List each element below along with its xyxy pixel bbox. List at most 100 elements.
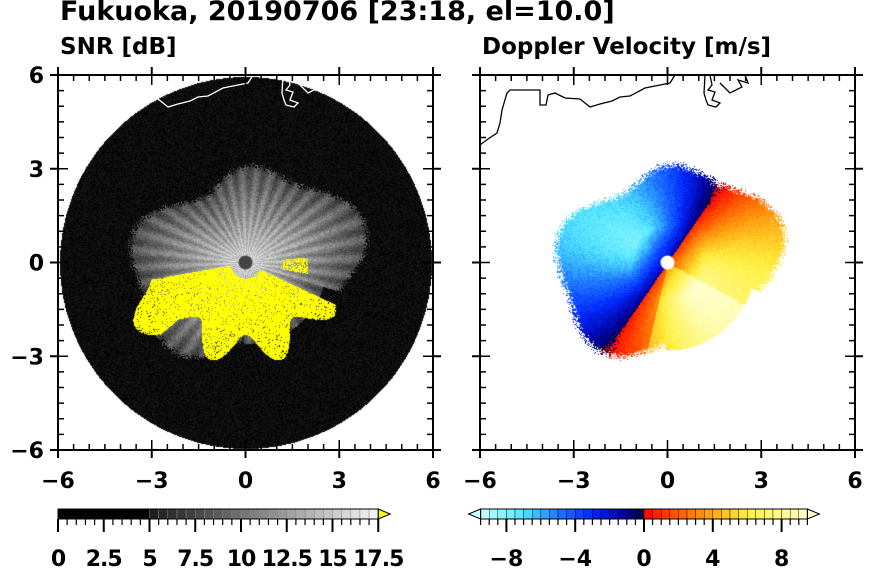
- snr-colorbar-cell: [313, 508, 324, 520]
- y-tick-label: 0: [29, 252, 44, 277]
- snr-colorbar-cell: [57, 508, 68, 520]
- y-tick-label: −6: [10, 439, 44, 464]
- velocity-colorbar-cell: [764, 508, 774, 520]
- snr-colorbar-cell: [268, 508, 278, 520]
- snr-colorbar-cell: [130, 508, 141, 520]
- velocity-colorbar-cell: [566, 508, 576, 520]
- snr-plot-frame: [57, 74, 434, 451]
- velocity-colorbar-cell: [592, 508, 602, 520]
- velocity-colorbar-cell: [712, 508, 722, 520]
- velocity-colorbar-cell: [747, 508, 757, 520]
- velocity-colorbar-cell: [532, 508, 542, 520]
- velocity-colorbar-cell: [540, 508, 550, 520]
- snr-colorbar-cell: [286, 508, 297, 520]
- snr-colorbar-cell: [185, 508, 196, 520]
- snr-colorbar-cell: [176, 508, 187, 520]
- velocity-colorbar-label: 0: [636, 547, 651, 570]
- x-tick-label: 3: [754, 469, 769, 494]
- velocity-colorbar-cell: [609, 508, 619, 520]
- x-tick-label: −3: [135, 469, 169, 494]
- snr-colorbar-cell: [222, 508, 233, 520]
- y-tick-label: −3: [10, 345, 44, 370]
- x-tick-label: −6: [463, 469, 497, 494]
- snr-colorbar-cell: [350, 508, 361, 520]
- velocity-colorbar-cell: [729, 508, 739, 520]
- snr-colorbar-cell: [167, 508, 178, 520]
- x-tick-label: 3: [332, 469, 347, 494]
- velocity-colorbar-cell: [738, 508, 748, 520]
- velocity-colorbar-cell: [721, 508, 731, 520]
- snr-colorbar-cell: [140, 508, 150, 520]
- snr-colorbar-label: 0: [51, 547, 66, 570]
- snr-field: [58, 75, 433, 450]
- velocity-colorbar-cell: [618, 508, 628, 520]
- snr-colorbar-cell: [213, 508, 223, 520]
- snr-colorbar-cell: [66, 508, 77, 520]
- velocity-colorbar-cell: [480, 508, 490, 520]
- x-tick-label: −3: [557, 469, 591, 494]
- velocity-colorbar-cell: [557, 508, 567, 520]
- y-tick-label: 3: [29, 158, 44, 183]
- snr-colorbar-cell: [259, 508, 269, 520]
- snr-panel-title: SNR [dB]: [60, 34, 177, 60]
- velocity-colorbar-cell: [695, 508, 705, 520]
- velocity-colorbar-cell: [790, 508, 800, 520]
- velocity-colorbar-min-arrow: [467, 508, 482, 520]
- velocity-colorbar-cell: [755, 508, 765, 520]
- velocity-colorbar-cell: [643, 508, 653, 520]
- snr-colorbar-label: 5: [142, 547, 156, 570]
- snr-colorbar-cell: [149, 508, 159, 520]
- snr-colorbar-cell: [231, 508, 242, 520]
- snr-colorbar-cell: [240, 508, 251, 520]
- snr-colorbar-label: 17.5: [353, 547, 403, 570]
- snr-colorbar-cell: [341, 508, 352, 520]
- snr-colorbar-cell: [323, 508, 333, 520]
- island-path: [281, 74, 328, 108]
- snr-colorbar-cell: [112, 508, 123, 520]
- y-tick-label: 6: [29, 64, 44, 89]
- x-tick-label: 6: [847, 469, 862, 494]
- x-tick-label: 6: [425, 469, 440, 494]
- velocity-panel-title: Doppler Velocity [m/s]: [482, 34, 772, 60]
- velocity-colorbar-cell: [549, 508, 559, 520]
- velocity-colorbar-cell: [772, 508, 782, 520]
- velocity-colorbar-cell: [600, 508, 610, 520]
- snr-colorbar-label: 12.5: [262, 547, 312, 570]
- snr-colorbar-over-arrow: [377, 508, 392, 520]
- velocity-colorbar-cell: [669, 508, 679, 520]
- velocity-field: [480, 75, 855, 450]
- velocity-colorbar-cell: [678, 508, 688, 520]
- velocity-colorbar-cell: [626, 508, 636, 520]
- velocity-colorbar-label: −8: [490, 547, 524, 570]
- snr-colorbar-cell: [204, 508, 214, 520]
- snr-colorbar-cell: [295, 508, 306, 520]
- velocity-colorbar-cell: [506, 508, 516, 520]
- snr-colorbar-cell: [195, 508, 205, 520]
- velocity-colorbar-cell: [514, 508, 524, 520]
- snr-colorbar-cell: [103, 508, 114, 520]
- snr-colorbar-cell: [368, 508, 379, 520]
- velocity-colorbar-label: 8: [774, 547, 789, 570]
- velocity-colorbar-cell: [583, 508, 593, 520]
- snr-colorbar-label: 15: [318, 547, 347, 570]
- coastline-path: [479, 74, 676, 146]
- x-tick-label: 0: [660, 469, 675, 494]
- velocity-colorbar-cell: [652, 508, 662, 520]
- velocity-colorbar-cell: [489, 508, 499, 520]
- velocity-colorbar-cell: [635, 508, 645, 520]
- snr-colorbar-cell: [85, 508, 95, 520]
- snr-colorbar-label: 2.5: [86, 547, 122, 570]
- coastline-path: [57, 74, 254, 146]
- snr-colorbar-cell: [332, 508, 342, 520]
- snr-colorbar-label: 10: [227, 547, 256, 570]
- velocity-colorbar-cell: [497, 508, 507, 520]
- snr-colorbar-cell: [359, 508, 370, 520]
- velocity-colorbar-cell: [781, 508, 791, 520]
- snr-colorbar-cell: [249, 508, 260, 520]
- velocity-colorbar-cell: [523, 508, 533, 520]
- island-path: [703, 74, 750, 108]
- snr-coastline: [57, 74, 328, 146]
- snr-colorbar-cell: [121, 508, 132, 520]
- velocity-coastline: [479, 74, 750, 146]
